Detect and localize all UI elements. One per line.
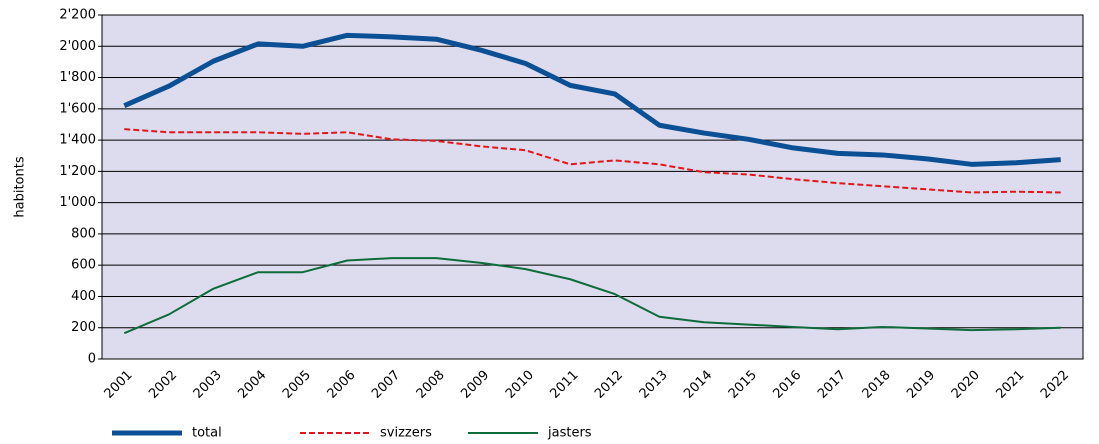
x-tick-label: 2014 (681, 368, 715, 402)
x-tick-label: 2009 (458, 368, 492, 402)
y-tick-label: 800 (71, 226, 96, 241)
x-tick-label: 2002 (146, 368, 180, 402)
x-tick-label: 2017 (815, 368, 849, 402)
y-tick-label: 1'800 (59, 70, 96, 85)
x-tick-label: 2021 (993, 368, 1027, 402)
x-tick-label: 2012 (592, 368, 626, 402)
x-tick-label: 2007 (369, 368, 403, 402)
legend-label: svizzers (380, 426, 432, 441)
plot-area (101, 14, 1084, 360)
legend-label: jasters (547, 426, 592, 441)
series-line (123, 257, 1061, 335)
x-tick-label: 2006 (325, 368, 359, 402)
x-tick-label: 2010 (503, 368, 537, 402)
y-tick-label: 1'400 (59, 133, 96, 148)
x-tick-label: 2001 (102, 368, 136, 402)
x-tick-label: 2018 (860, 368, 894, 402)
legend-label: total (192, 426, 222, 441)
series-line (123, 32, 1061, 167)
x-tick-label: 2016 (770, 368, 804, 402)
y-tick-label: 2'200 (59, 8, 96, 23)
y-tick-label: 0 (88, 352, 96, 367)
y-axis-label: habitonts (13, 156, 28, 217)
y-tick-label: 2'000 (59, 39, 96, 54)
y-tick-label: 1'000 (59, 195, 96, 210)
x-tick-label: 2019 (904, 368, 938, 402)
y-tick-label: 1'600 (59, 101, 96, 116)
x-tick-label: 2015 (726, 368, 760, 402)
x-tick-label: 2003 (191, 368, 225, 402)
x-tick-label: 2013 (637, 368, 671, 402)
x-tick-label: 2004 (235, 368, 269, 402)
x-tick-label: 2011 (548, 368, 582, 402)
series-line (124, 128, 1061, 194)
y-tick-label: 600 (71, 258, 96, 273)
y-tick-label: 200 (71, 320, 96, 335)
y-tick-label: 1'200 (59, 164, 96, 179)
x-tick-label: 2020 (949, 368, 983, 402)
x-tick-label: 2008 (414, 368, 448, 402)
x-tick-label: 2005 (280, 368, 314, 402)
x-tick-label: 2022 (1038, 368, 1072, 402)
y-tick-label: 400 (71, 289, 96, 304)
